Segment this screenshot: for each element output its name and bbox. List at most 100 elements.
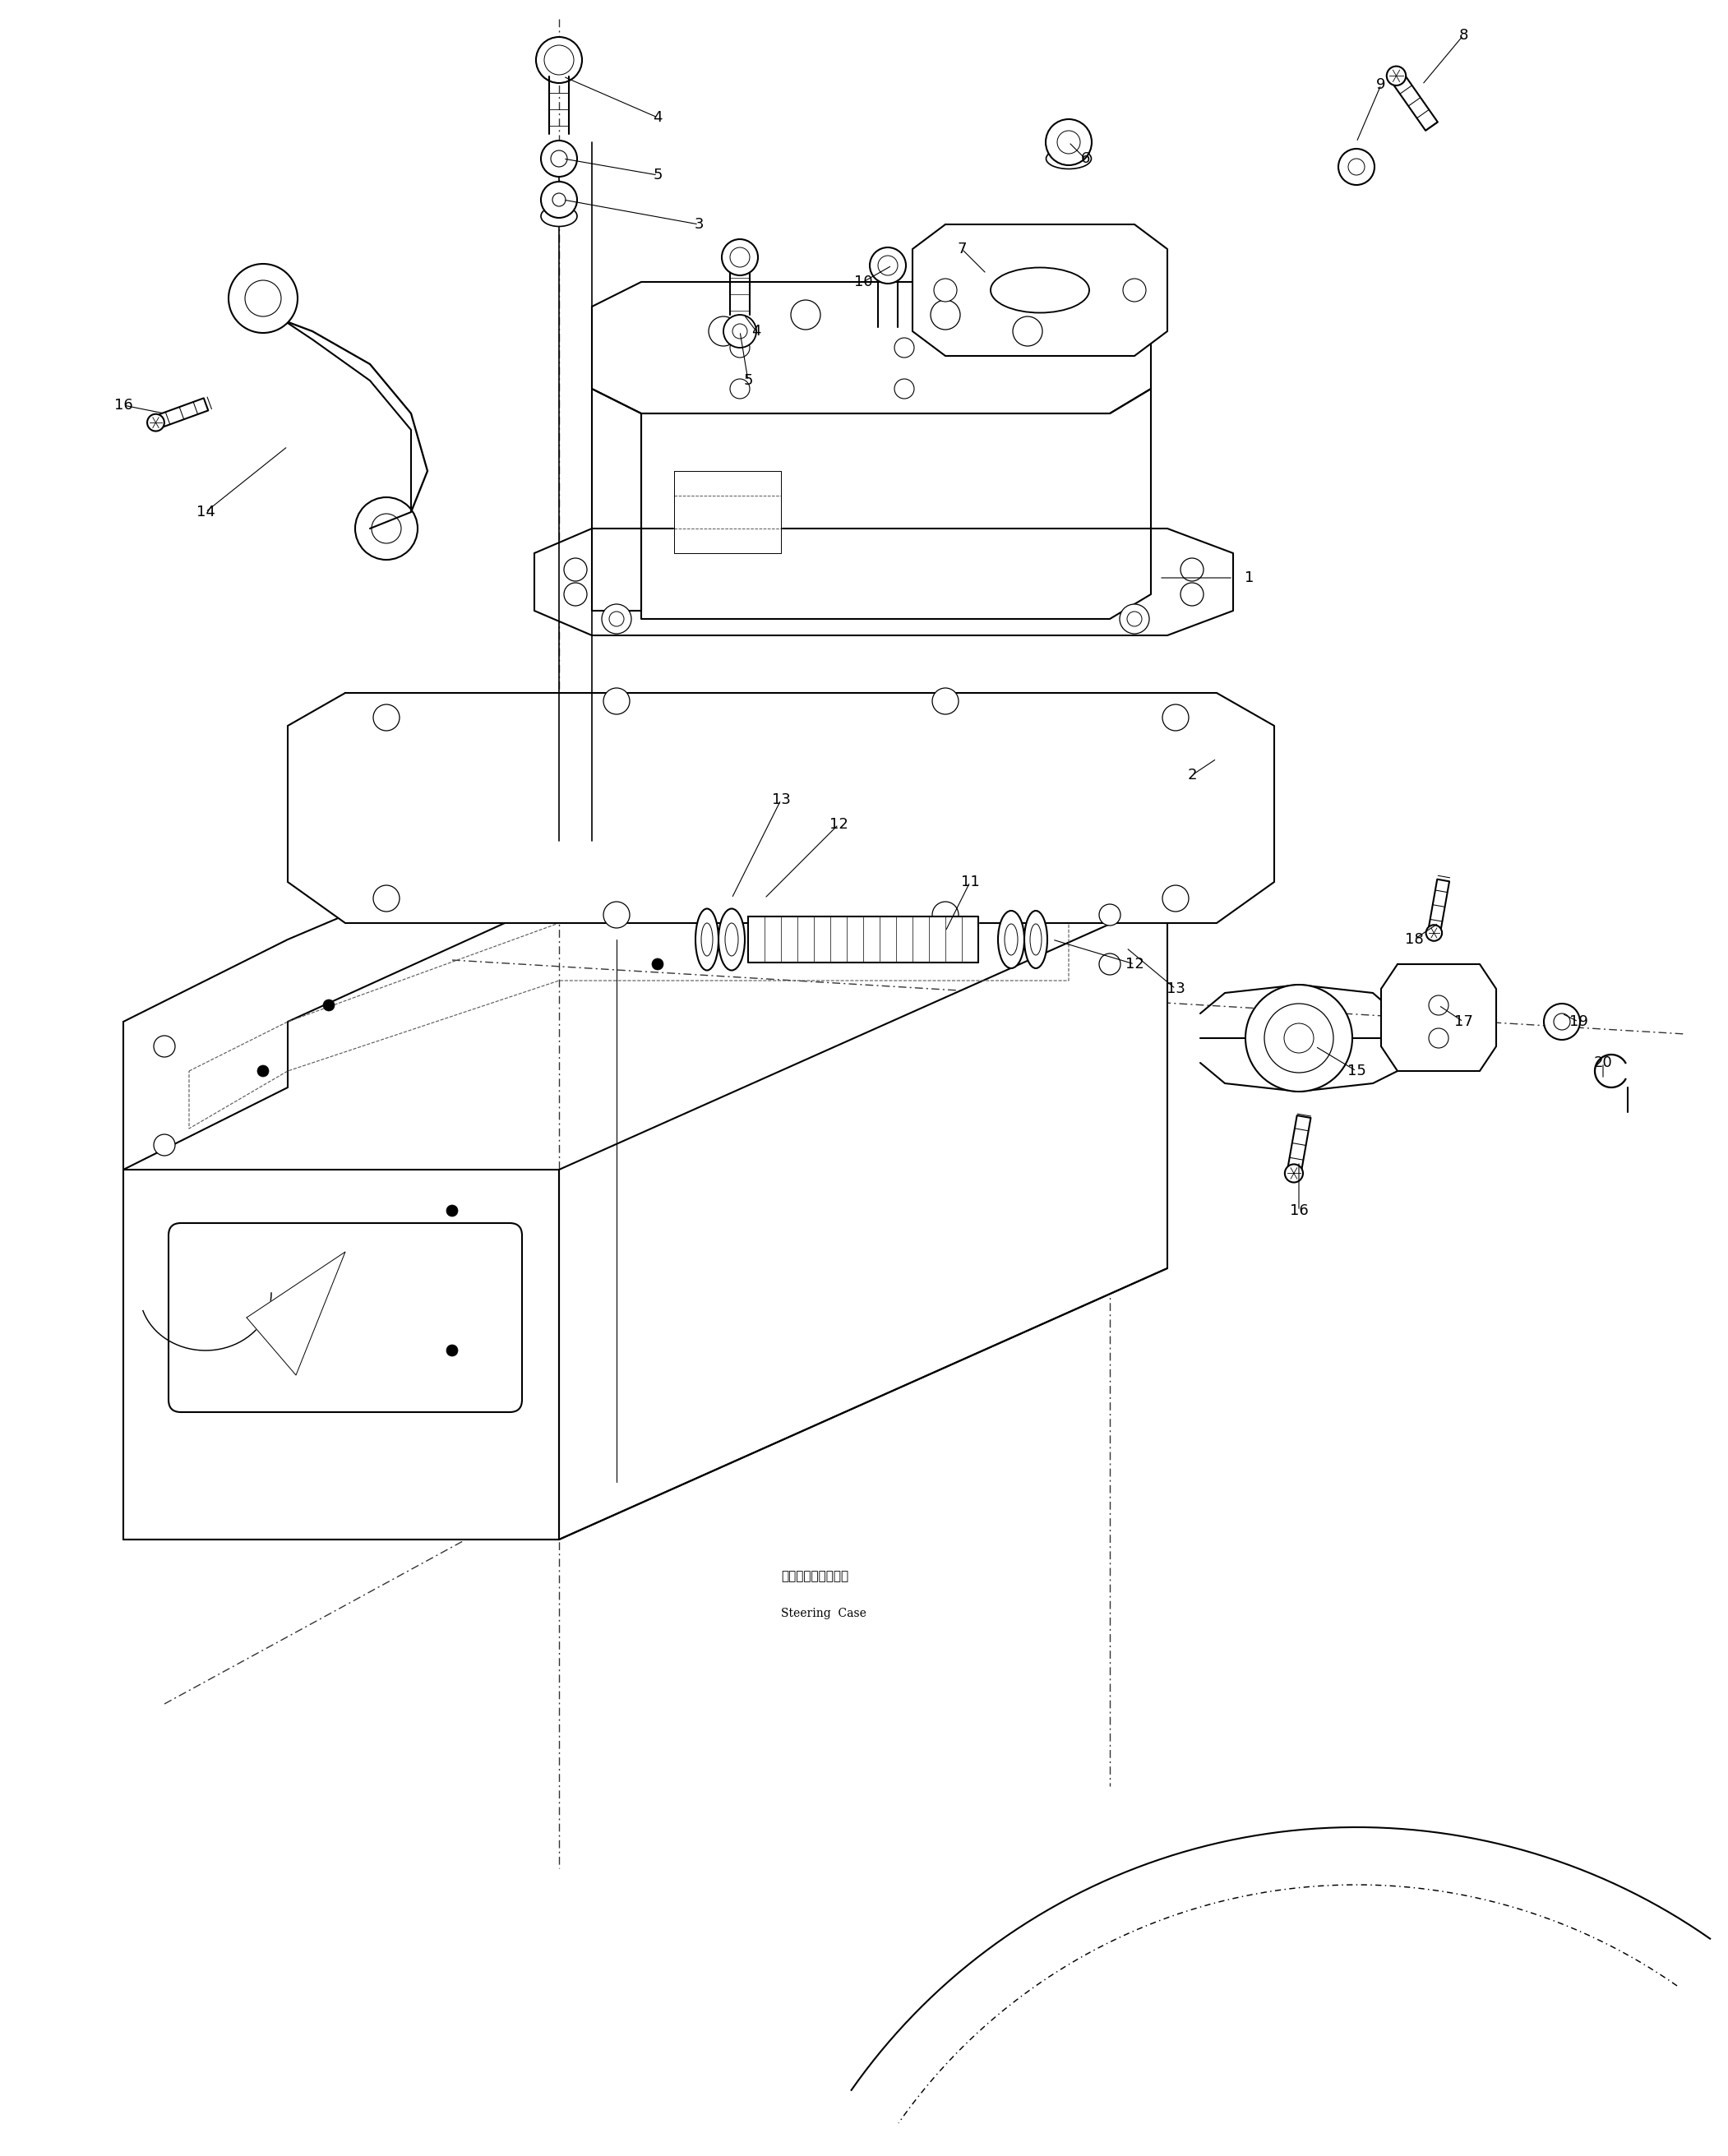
Circle shape — [733, 323, 746, 338]
Polygon shape — [593, 388, 641, 610]
Circle shape — [1058, 132, 1080, 153]
Circle shape — [147, 414, 164, 431]
Circle shape — [895, 379, 914, 399]
Circle shape — [1180, 582, 1203, 606]
Circle shape — [1123, 278, 1146, 302]
Circle shape — [1429, 1028, 1448, 1048]
Text: 4: 4 — [653, 110, 662, 125]
Ellipse shape — [541, 207, 577, 226]
Text: 5: 5 — [743, 373, 753, 388]
Circle shape — [931, 688, 959, 714]
Circle shape — [563, 558, 588, 582]
Circle shape — [931, 300, 961, 330]
Circle shape — [154, 1035, 175, 1056]
Text: Steering  Case: Steering Case — [781, 1608, 866, 1619]
Polygon shape — [154, 399, 207, 429]
Text: 7: 7 — [957, 241, 966, 257]
Polygon shape — [593, 282, 1151, 414]
Polygon shape — [123, 1171, 560, 1539]
Text: 12: 12 — [829, 817, 848, 832]
Circle shape — [446, 1345, 458, 1356]
Polygon shape — [247, 1253, 346, 1376]
Circle shape — [1348, 160, 1365, 175]
Text: 20: 20 — [1593, 1056, 1612, 1069]
Circle shape — [708, 317, 738, 347]
Circle shape — [1265, 1003, 1334, 1074]
Polygon shape — [560, 899, 1168, 1539]
Circle shape — [1284, 1024, 1313, 1052]
Ellipse shape — [1025, 910, 1047, 968]
Circle shape — [1246, 985, 1353, 1091]
Circle shape — [895, 338, 914, 358]
Text: 9: 9 — [1377, 78, 1386, 93]
Circle shape — [1163, 705, 1189, 731]
Polygon shape — [534, 528, 1234, 636]
Circle shape — [563, 582, 588, 606]
Circle shape — [154, 1134, 175, 1156]
Circle shape — [1426, 925, 1441, 940]
Text: 13: 13 — [772, 793, 790, 806]
Text: 11: 11 — [961, 875, 980, 890]
Circle shape — [869, 248, 905, 285]
Ellipse shape — [719, 908, 745, 970]
Circle shape — [601, 604, 631, 634]
Circle shape — [1553, 1013, 1571, 1031]
Circle shape — [1286, 1164, 1303, 1181]
Text: 3: 3 — [695, 218, 703, 233]
Circle shape — [1339, 149, 1374, 185]
Polygon shape — [123, 824, 1168, 1171]
Text: 16: 16 — [1289, 1203, 1308, 1218]
Text: 17: 17 — [1453, 1013, 1472, 1028]
Text: 15: 15 — [1348, 1063, 1365, 1078]
Circle shape — [729, 248, 750, 267]
Circle shape — [245, 280, 282, 317]
Circle shape — [228, 263, 297, 332]
Circle shape — [541, 181, 577, 218]
Circle shape — [1120, 604, 1149, 634]
Text: 19: 19 — [1569, 1013, 1588, 1028]
Ellipse shape — [695, 908, 719, 970]
Circle shape — [610, 612, 624, 627]
Polygon shape — [641, 388, 1151, 619]
Circle shape — [551, 151, 567, 166]
Ellipse shape — [702, 923, 712, 955]
Text: 1: 1 — [1244, 571, 1255, 584]
FancyBboxPatch shape — [169, 1222, 522, 1412]
Polygon shape — [1427, 880, 1450, 934]
Polygon shape — [289, 692, 1274, 923]
Circle shape — [603, 688, 629, 714]
Text: ステアリングケース: ステアリングケース — [781, 1570, 848, 1583]
Circle shape — [373, 886, 399, 912]
Circle shape — [446, 1205, 458, 1216]
Text: 8: 8 — [1458, 28, 1469, 43]
Polygon shape — [1287, 1115, 1312, 1175]
Circle shape — [931, 901, 959, 927]
Circle shape — [729, 338, 750, 358]
Ellipse shape — [726, 923, 738, 955]
Circle shape — [1045, 119, 1092, 166]
Circle shape — [373, 705, 399, 731]
Text: 5: 5 — [653, 168, 662, 183]
Text: 13: 13 — [1166, 981, 1185, 996]
Circle shape — [791, 300, 821, 330]
Circle shape — [1543, 1003, 1579, 1039]
Circle shape — [544, 45, 574, 75]
Circle shape — [356, 498, 418, 561]
Circle shape — [536, 37, 582, 84]
Circle shape — [722, 239, 759, 276]
Circle shape — [553, 194, 565, 207]
Polygon shape — [1391, 71, 1438, 132]
Circle shape — [1013, 317, 1042, 347]
Text: 16: 16 — [114, 399, 133, 412]
Text: 4: 4 — [752, 323, 760, 338]
Circle shape — [541, 140, 577, 177]
Circle shape — [878, 257, 899, 276]
Text: 2: 2 — [1187, 768, 1198, 783]
Circle shape — [1099, 903, 1120, 925]
Circle shape — [651, 959, 664, 970]
Circle shape — [372, 513, 401, 543]
Polygon shape — [674, 470, 781, 554]
Text: 18: 18 — [1405, 931, 1424, 946]
Polygon shape — [1381, 964, 1496, 1072]
Circle shape — [1180, 558, 1203, 582]
